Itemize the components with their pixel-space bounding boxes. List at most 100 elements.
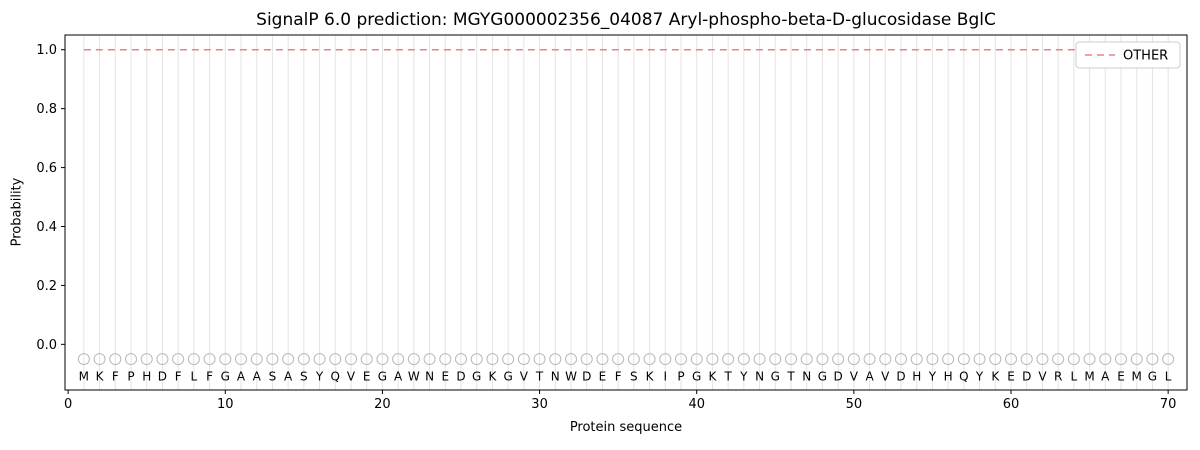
residue-marker: [565, 353, 577, 366]
residue-marker: [423, 353, 436, 366]
residue-letter: T: [786, 370, 795, 384]
residue-letter: E: [1007, 370, 1015, 384]
residue-marker: [77, 353, 90, 366]
residue-letter: V: [1038, 370, 1047, 384]
residue-letter: A: [253, 370, 262, 384]
residue-marker: [706, 353, 719, 366]
residue-marker: [517, 353, 530, 366]
residue-marker: [942, 353, 955, 366]
chart-title: SignalP 6.0 prediction: MGYG000002356_04…: [256, 10, 996, 30]
residue-letter: Y: [315, 370, 324, 384]
residue-letter: S: [300, 370, 308, 384]
residue-marker: [533, 353, 546, 366]
residue-letter: M: [1132, 370, 1142, 384]
x-tick-label: 0: [64, 397, 72, 412]
residue-marker: [140, 353, 153, 366]
residue-letter: W: [408, 370, 420, 384]
residue-marker: [439, 353, 452, 366]
residue-marker: [832, 353, 845, 366]
residue-letter: N: [802, 370, 811, 384]
residue-marker: [203, 353, 216, 366]
residue-marker: [549, 353, 562, 366]
residue-marker: [125, 353, 137, 366]
y-tick-label: 1.0: [36, 43, 57, 58]
residue-marker: [360, 353, 373, 366]
residue-letter: V: [850, 370, 859, 384]
residue-letter: F: [206, 370, 213, 384]
residue-letter: V: [520, 370, 529, 384]
residue-marker: [282, 353, 295, 366]
residue-letter: D: [1022, 370, 1031, 384]
residue-letter: P: [127, 370, 134, 384]
residue-letter: A: [284, 370, 293, 384]
residue-marker: [1067, 353, 1080, 366]
residue-marker: [235, 353, 247, 366]
x-tick-label: 40: [688, 397, 705, 412]
residue-marker: [627, 353, 640, 366]
residue-letter: G: [221, 370, 230, 384]
residue-letter: K: [708, 370, 717, 384]
residue-marker: [109, 353, 122, 366]
y-tick-label: 0.0: [36, 338, 57, 353]
residue-marker: [800, 353, 813, 366]
residue-marker: [847, 353, 860, 366]
residue-letter: E: [441, 370, 449, 384]
residue-letter: E: [363, 370, 371, 384]
residue-letter: K: [646, 370, 655, 384]
x-tick-label: 50: [846, 397, 863, 412]
residue-letter: H: [944, 370, 953, 384]
residue-letter: T: [535, 370, 544, 384]
residue-letter: E: [599, 370, 607, 384]
residue-letter: Q: [331, 370, 340, 384]
residue-letter: K: [96, 370, 105, 384]
residue-letter: S: [269, 370, 277, 384]
residue-marker: [329, 353, 342, 366]
residue-marker: [172, 353, 185, 366]
residue-letter: L: [191, 370, 198, 384]
residue-letter: K: [991, 370, 1000, 384]
residue-marker: [690, 353, 703, 366]
residue-letter: F: [112, 370, 119, 384]
residue-marker: [266, 353, 279, 366]
x-tick-label: 30: [531, 397, 548, 412]
residue-marker: [675, 353, 687, 366]
residue-marker: [455, 353, 467, 366]
residue-letter: G: [503, 370, 512, 384]
residue-letter: Y: [928, 370, 937, 384]
residue-letter: D: [456, 370, 465, 384]
residue-letter: D: [896, 370, 905, 384]
residue-marker: [297, 353, 310, 366]
residue-letter: G: [818, 370, 827, 384]
residue-letter: N: [755, 370, 764, 384]
x-axis-label: Protein sequence: [569, 420, 683, 435]
residue-letter: Y: [739, 370, 748, 384]
residue-marker: [407, 353, 420, 366]
residue-letter: D: [158, 370, 167, 384]
residue-marker: [989, 353, 1002, 366]
residue-marker: [1115, 353, 1127, 366]
residue-marker: [313, 353, 326, 366]
residue-marker: [722, 353, 735, 366]
residue-letter: D: [834, 370, 843, 384]
residue-letter: A: [1101, 370, 1110, 384]
x-tick-label: 10: [217, 397, 234, 412]
residue-marker: [502, 353, 515, 366]
residue-letter: M: [79, 370, 89, 384]
residue-marker: [392, 353, 405, 366]
residue-marker: [863, 353, 876, 366]
residue-marker: [1005, 353, 1017, 366]
residue-marker: [376, 353, 389, 366]
residue-letter: N: [425, 370, 434, 384]
residue-letter: Y: [975, 370, 984, 384]
residue-marker: [643, 353, 656, 366]
plot-frame: [64, 34, 1188, 391]
x-tick-label: 60: [1003, 397, 1020, 412]
residue-letter: H: [142, 370, 151, 384]
residue-marker: [1162, 353, 1175, 366]
residue-letter: E: [1117, 370, 1125, 384]
residue-letter: H: [912, 370, 921, 384]
residue-letter: G: [1148, 370, 1157, 384]
y-tick-label: 0.6: [36, 161, 57, 176]
